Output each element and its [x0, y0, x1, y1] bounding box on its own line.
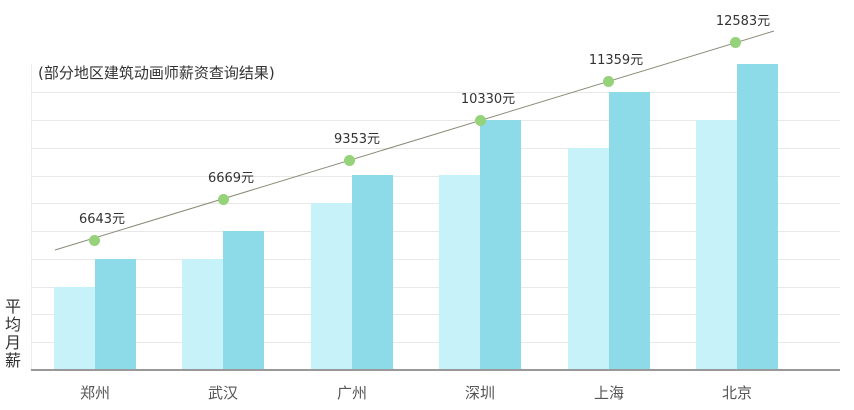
category-label: 深圳: [464, 384, 495, 402]
value-label: 6643元: [78, 212, 126, 227]
bar-light: [696, 119, 737, 370]
trend-point: [217, 193, 229, 205]
category-label: 武汉: [207, 384, 238, 402]
gridline: [31, 342, 840, 343]
trend-point: [729, 36, 741, 48]
trend-point: [88, 234, 100, 246]
gridline: [31, 287, 840, 288]
y-axis-line: [31, 64, 32, 370]
category-label: 郑州: [79, 384, 110, 402]
bar-dark: [352, 175, 393, 370]
category-label: 广州: [336, 384, 367, 402]
value-label: 11359元: [588, 53, 644, 68]
bar-dark: [480, 119, 521, 370]
trend-point: [343, 154, 355, 166]
bar-dark: [609, 92, 650, 370]
gridline: [31, 148, 840, 149]
bar-light: [311, 203, 352, 370]
bar-light: [439, 175, 480, 370]
gridline: [31, 231, 840, 232]
value-label: 12583元: [715, 14, 771, 29]
value-label: 10330元: [460, 92, 516, 107]
x-axis-line: [31, 369, 840, 371]
category-label: 上海: [593, 384, 624, 402]
gridline: [31, 259, 840, 260]
gridline: [31, 203, 840, 204]
bar-light: [182, 258, 223, 370]
trend-point: [474, 114, 486, 126]
bar-light: [568, 147, 609, 370]
bar-light: [54, 286, 95, 370]
trend-point: [602, 75, 614, 87]
gridline: [31, 120, 840, 121]
chart-subtitle: (部分地区建筑动画师薪资查询结果): [38, 64, 275, 82]
bar-dark: [95, 258, 136, 370]
gridline: [31, 314, 840, 315]
value-label: 9353元: [333, 132, 381, 147]
value-label: 6669元: [207, 171, 255, 186]
bar-dark: [223, 231, 264, 370]
y-axis-label: 平 均 月 薪: [4, 297, 21, 370]
gridline: [31, 92, 840, 93]
category-label: 北京: [721, 384, 752, 402]
gridline: [31, 176, 840, 177]
bar-dark: [737, 64, 778, 370]
